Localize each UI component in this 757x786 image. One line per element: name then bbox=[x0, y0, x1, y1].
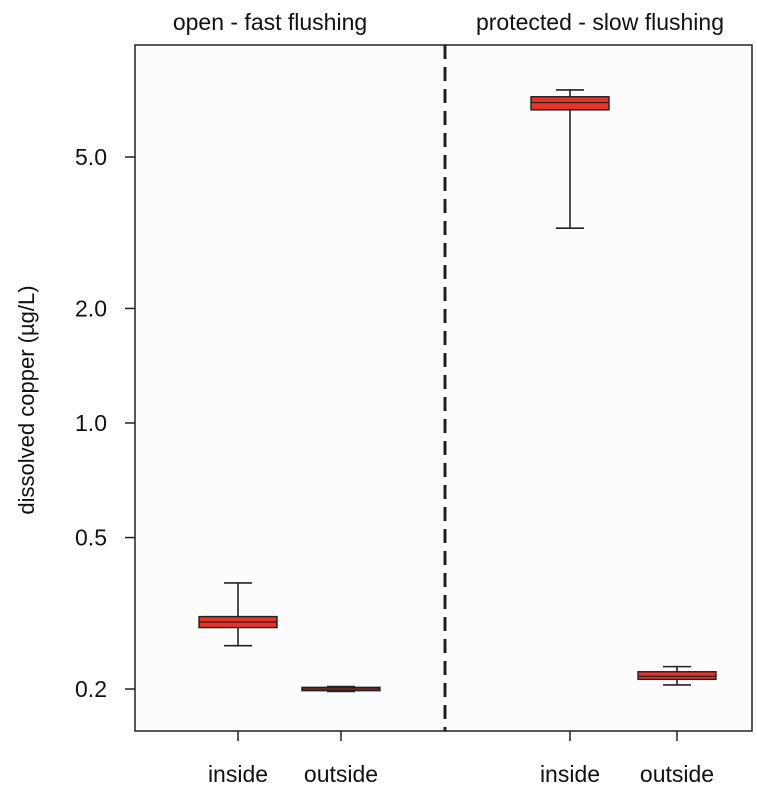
y-tick-label: 2.0 bbox=[75, 295, 107, 321]
panel-titles: open - fast flushing protected - slow flu… bbox=[173, 9, 724, 35]
y-axis-title: dissolved copper (µg/L) bbox=[14, 285, 39, 514]
box-outside bbox=[301, 685, 381, 693]
y-tick-label: 0.5 bbox=[75, 525, 107, 551]
boxes bbox=[198, 89, 717, 693]
y-tick-label: 0.2 bbox=[75, 676, 107, 702]
y-tick-label: 1.0 bbox=[75, 410, 107, 436]
box-inside bbox=[198, 582, 278, 647]
panel-title: protected - slow flushing bbox=[476, 9, 724, 35]
box-iqr bbox=[637, 671, 717, 681]
category-label-inside: inside bbox=[540, 761, 600, 786]
category-label-inside: inside bbox=[208, 761, 268, 786]
box-inside bbox=[530, 89, 610, 229]
panel-title: open - fast flushing bbox=[173, 9, 367, 35]
category-labels: inside outside inside outside bbox=[208, 731, 714, 786]
y-axis: 0.2 0.5 1.0 2.0 5.0 bbox=[75, 144, 135, 702]
category-label-outside: outside bbox=[640, 761, 714, 786]
box-outside bbox=[637, 665, 717, 686]
box-iqr bbox=[530, 96, 610, 111]
y-tick-label: 5.0 bbox=[75, 144, 107, 170]
category-label-outside: outside bbox=[304, 761, 378, 786]
